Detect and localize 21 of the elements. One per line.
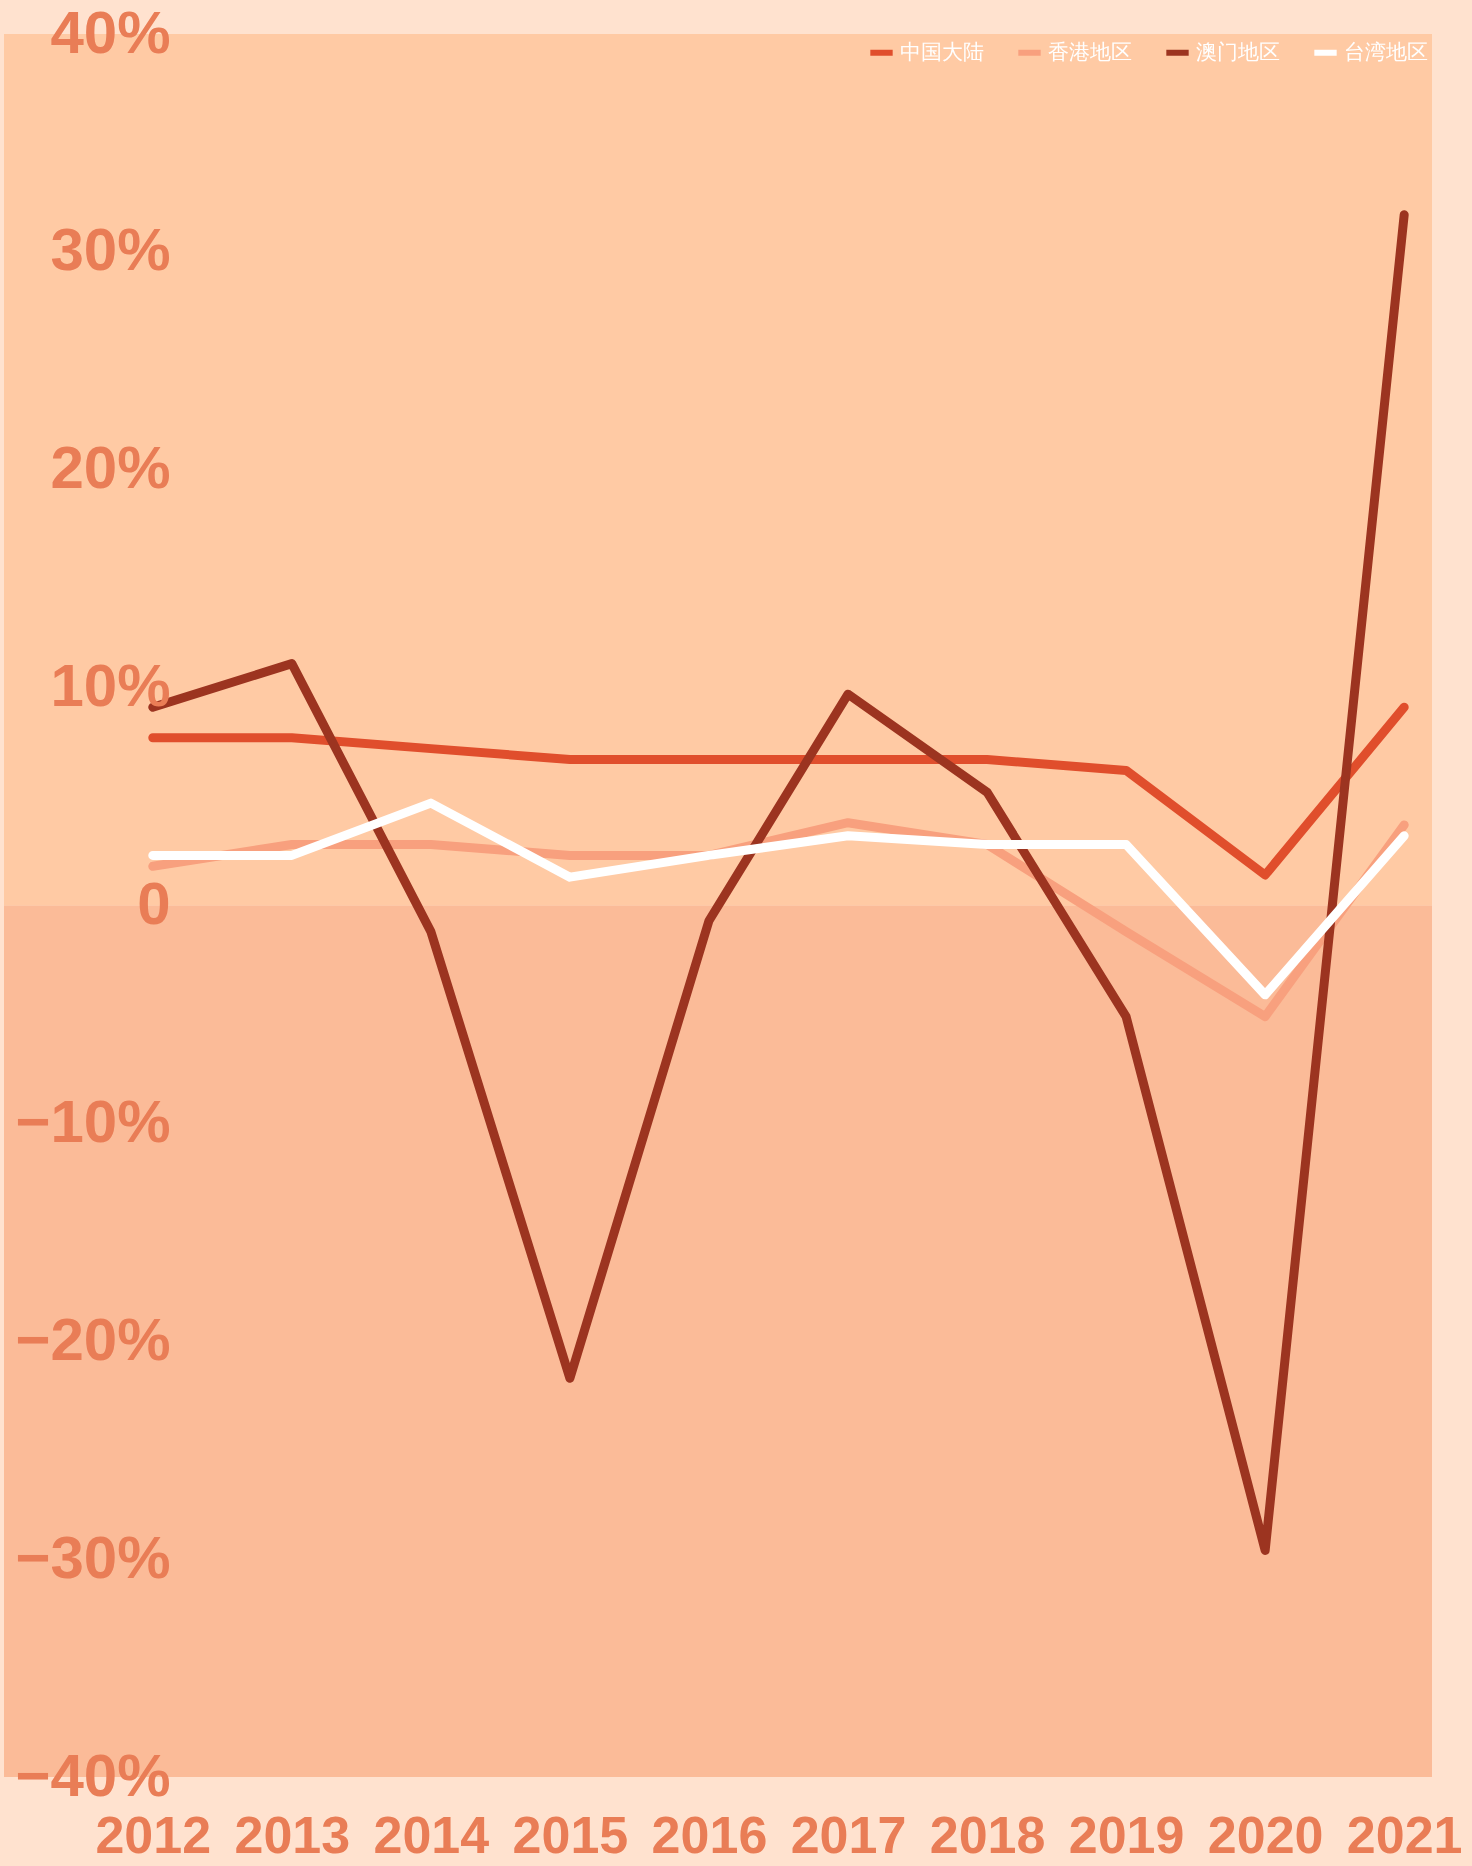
x-tick-label: 2013 [234,1805,351,1864]
y-tick-label: −20% [15,1305,171,1373]
y-tick-label: 0 [137,870,171,937]
legend-label: 台湾地区 [1344,39,1428,64]
legend-label: 澳门地区 [1196,39,1280,64]
y-tick-label: 20% [50,434,171,502]
legend-label: 中国大陆 [900,39,984,64]
x-tick-label: 2021 [1346,1805,1463,1864]
x-tick-label: 2018 [929,1805,1046,1864]
y-tick-label: 30% [50,216,171,284]
x-tick-label: 2017 [790,1805,907,1864]
x-tick-label: 2014 [373,1805,490,1864]
x-tick-label: 2015 [512,1805,629,1864]
y-tick-label: −30% [15,1523,171,1591]
y-tick-label: −10% [15,1087,171,1155]
x-tick-label: 2020 [1207,1805,1324,1864]
y-tick-label: 10% [50,652,171,720]
legend-label: 香港地区 [1048,39,1132,64]
x-tick-label: 2019 [1068,1805,1185,1864]
y-tick-label: 40% [50,0,171,66]
x-tick-label: 2016 [651,1805,768,1864]
